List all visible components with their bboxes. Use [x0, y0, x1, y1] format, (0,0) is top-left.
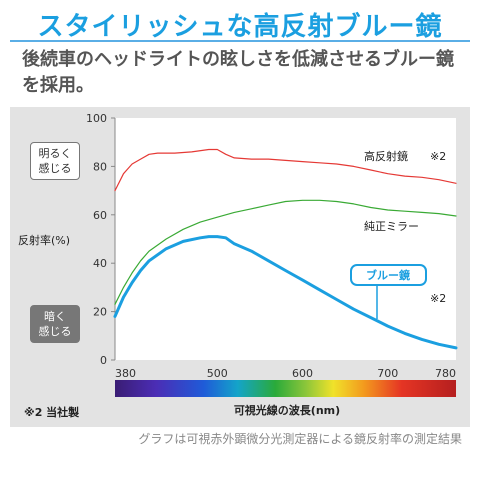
y-tick-label: 100 [86, 112, 107, 125]
measurement-caption: グラフは可視赤外顕微分光測定器による鏡反射率の測定結果 [138, 432, 462, 446]
x-tick-label: 780 [435, 367, 456, 380]
brighter-label-line-1: 明るく [38, 147, 72, 160]
series-line-high-reflection [114, 148, 457, 192]
series-label-blue-mirror: ブルー鏡 [366, 268, 410, 282]
subtitle-line-2: を採用。 [22, 75, 94, 96]
reflectance-axis-label: 反射率(%) [18, 234, 71, 247]
plot-area [115, 118, 456, 360]
subtitle-line-1: 後続車のヘッドライトの眩しさを低減させるブルー鏡 [22, 49, 454, 70]
y-tick-label: 0 [100, 354, 107, 367]
y-tick-label: 60 [93, 209, 107, 222]
series-label-standard: 純正ミラー [364, 220, 419, 233]
series-note-high-reflection: ※2 [430, 150, 446, 163]
y-tick-label: 80 [93, 160, 107, 173]
series-note-blue-mirror: ※2 [430, 292, 446, 305]
x-tick-label: 500 [207, 367, 228, 380]
series-line-standard [114, 199, 457, 305]
blue-mirror-callout-box [350, 264, 427, 286]
darker-label-line-1: 暗く [44, 310, 66, 323]
darker-label-line-2: 感じる [38, 325, 72, 338]
x-tick-label: 700 [377, 367, 398, 380]
title-divider [10, 40, 470, 42]
footnote: ※2 当社製 [24, 406, 80, 419]
brighter-label-line-2: 感じる [38, 162, 72, 175]
x-axis-label: 可視光線の波長(nm) [234, 403, 340, 417]
x-tick-label: 600 [292, 367, 313, 380]
series-line-blue-mirror [113, 235, 458, 350]
series-label-high-reflection: 高反射鏡 [364, 149, 408, 163]
y-tick-label: 20 [93, 306, 107, 319]
visible-spectrum-bar [115, 380, 456, 397]
y-tick-label: 40 [93, 257, 107, 270]
brighter-label: 明るく 感じる [30, 142, 80, 180]
darker-label: 暗く 感じる [30, 305, 80, 343]
page-title: スタイリッシュな高反射ブルー鏡 [37, 12, 443, 42]
x-tick-label: 380 [115, 367, 136, 380]
